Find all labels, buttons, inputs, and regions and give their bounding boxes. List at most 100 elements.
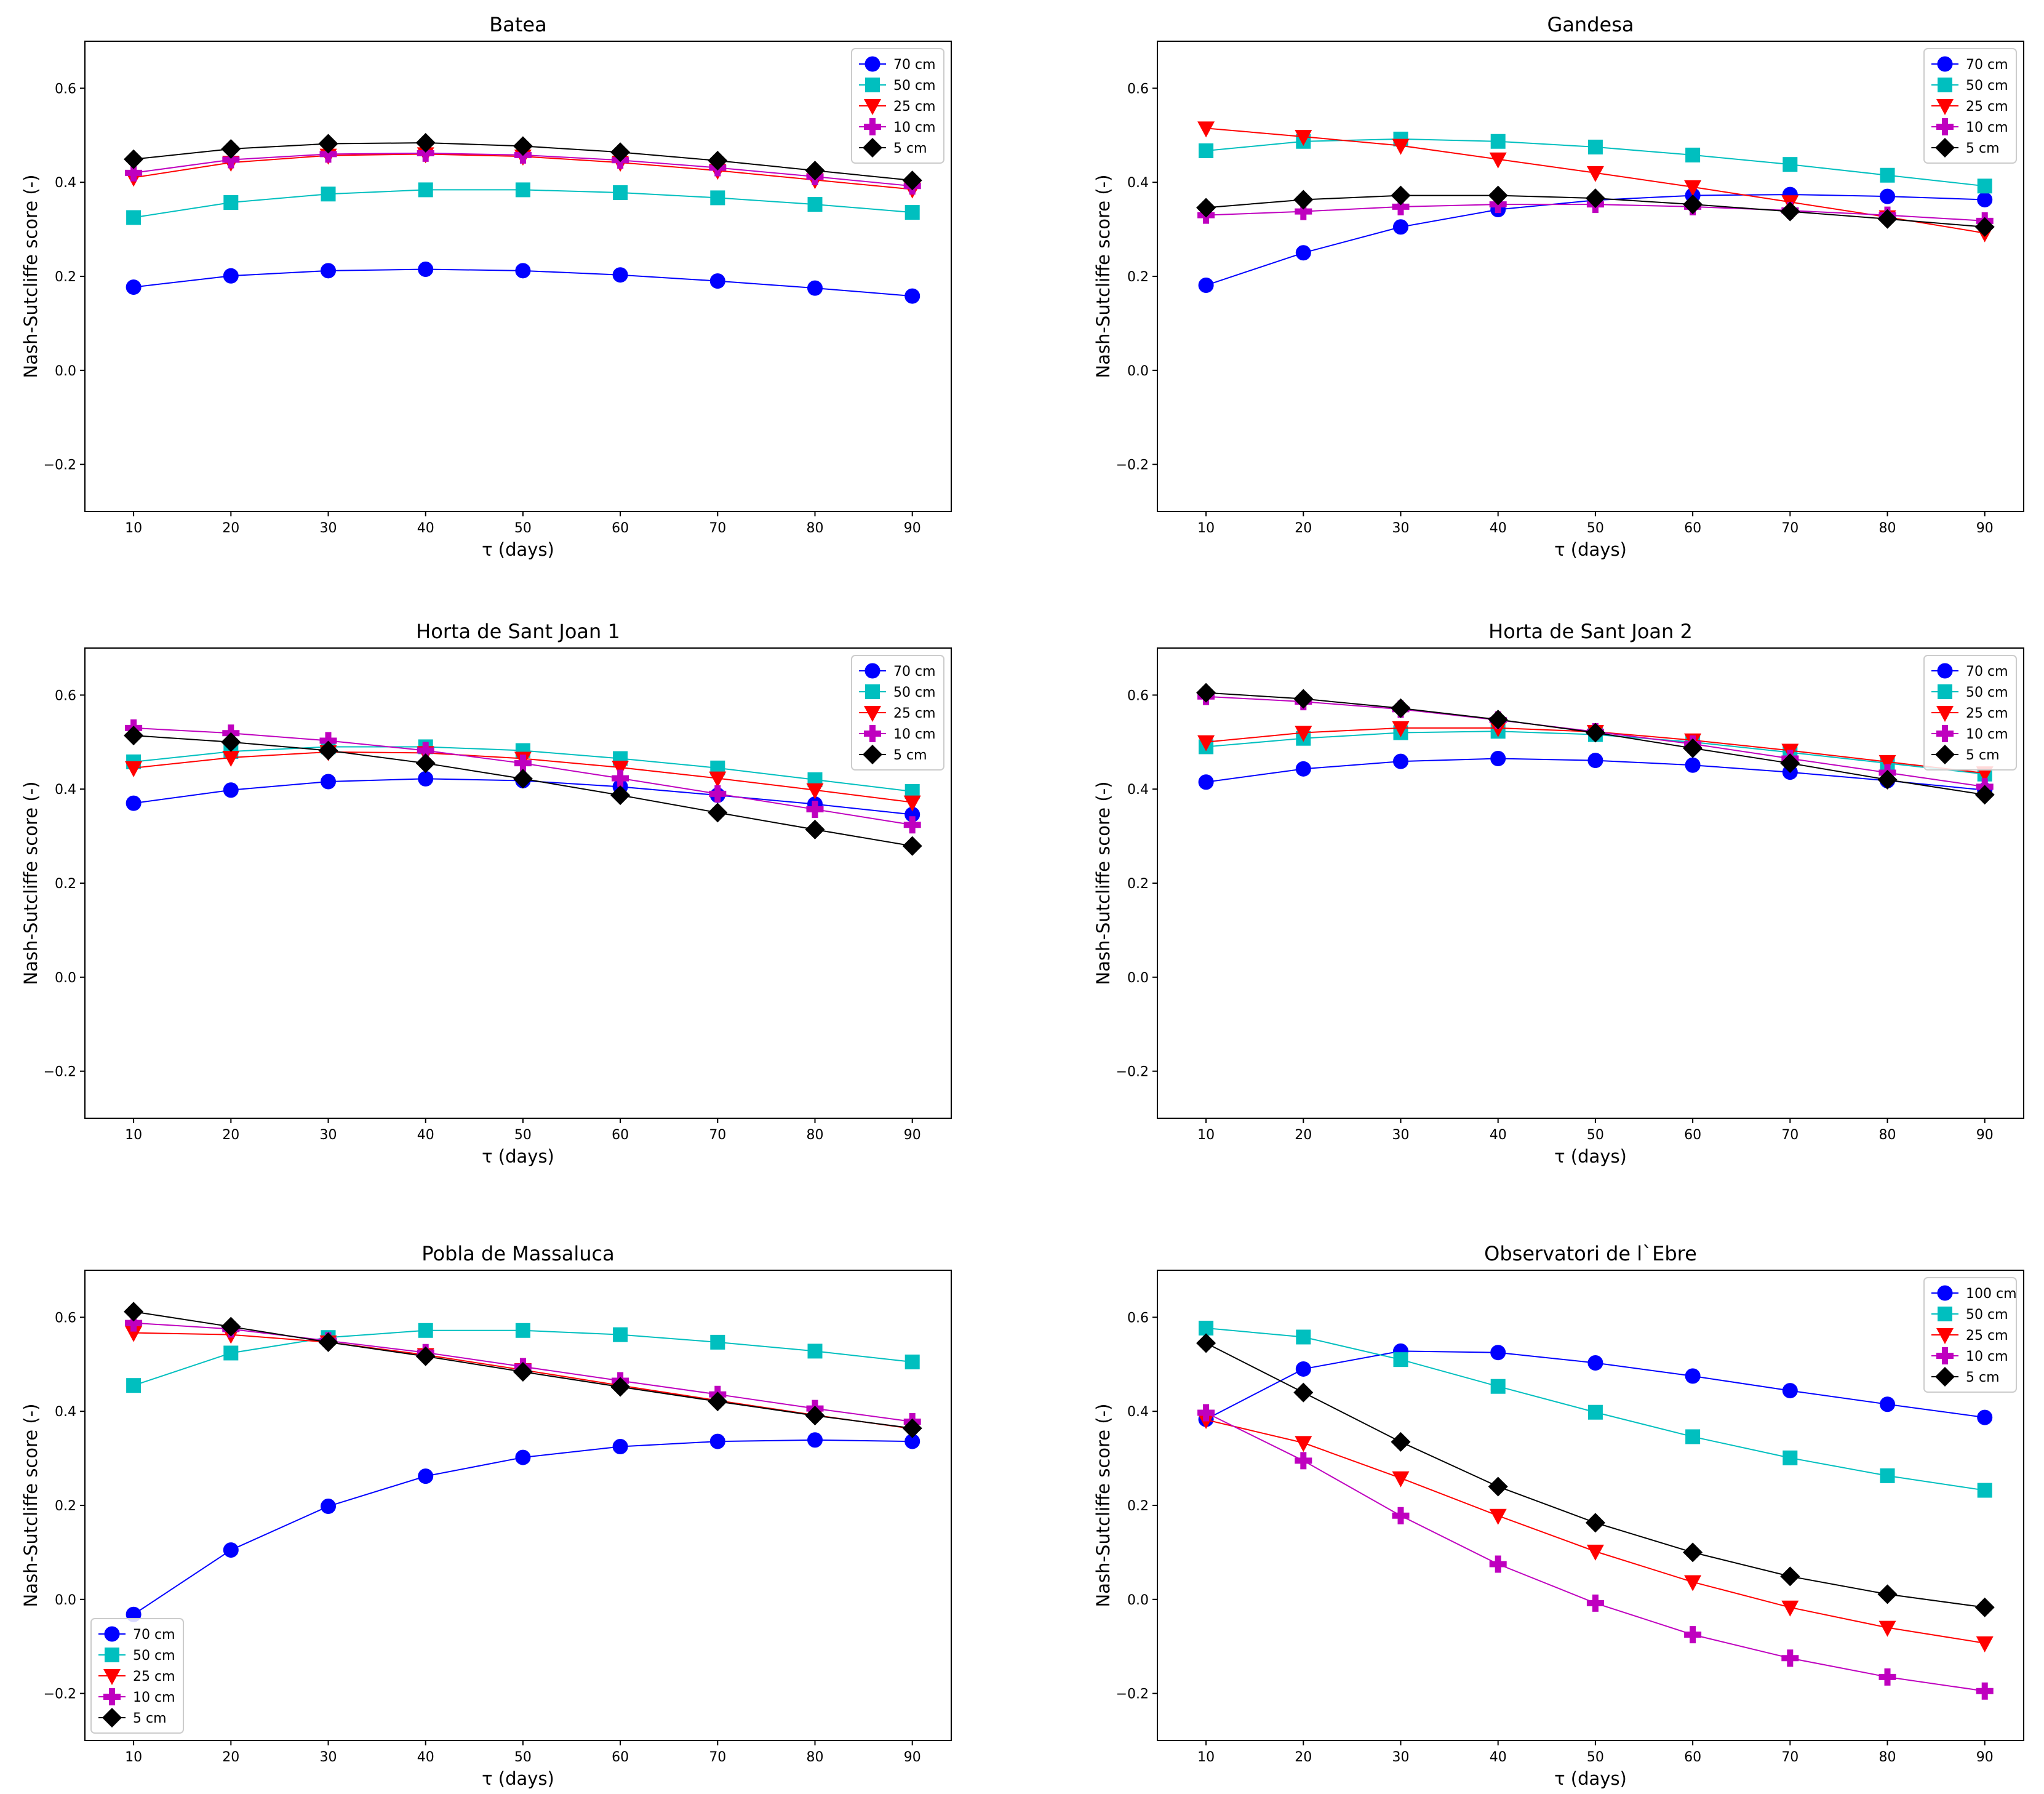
data-point: [1684, 1575, 1702, 1592]
data-point: [318, 134, 338, 154]
y-tick-label: 0.6: [1127, 688, 1149, 703]
series-25-cm: [125, 1326, 921, 1438]
data-point: [613, 1327, 628, 1342]
data-point: [1880, 188, 1896, 204]
data-point: [904, 288, 920, 304]
x-tick-label: 70: [709, 1750, 726, 1765]
data-point: [709, 1433, 725, 1449]
data-point: [1685, 1429, 1701, 1444]
legend-label: 5 cm: [1966, 748, 2000, 763]
data-point: [418, 1323, 433, 1338]
data-point: [1196, 1333, 1216, 1353]
data-point: [125, 761, 143, 777]
data-point: [1585, 188, 1605, 209]
x-tick-label: 30: [320, 521, 337, 536]
data-point: [1490, 134, 1506, 149]
data-point: [807, 280, 823, 296]
x-tick-label: 90: [904, 521, 921, 536]
data-point: [1198, 278, 1214, 294]
legend-marker: [1935, 1367, 1955, 1387]
legend: 70 cm 50 cm 25 cm 10 cm 5 cm: [1923, 655, 2017, 771]
x-tick-label: 50: [514, 521, 532, 536]
axes-frame: [84, 647, 952, 1119]
legend: 70 cm 50 cm 25 cm 10 cm 5 cm: [90, 1618, 184, 1734]
x-axis-label: τ (days): [482, 1768, 554, 1789]
series-25-cm: [1197, 121, 1994, 242]
series-70-cm: [126, 262, 920, 304]
legend-marker: [105, 1648, 119, 1662]
data-point: [1199, 143, 1214, 159]
data-point: [807, 1343, 823, 1359]
y-tick-label: 0.4: [55, 175, 76, 191]
data-point: [1488, 1476, 1508, 1497]
data-point: [319, 145, 337, 163]
legend-label: 10 cm: [1966, 120, 2008, 135]
legend-label: 10 cm: [1966, 727, 2008, 742]
data-point: [223, 782, 239, 798]
data-point: [1392, 138, 1410, 155]
data-point: [125, 164, 143, 182]
data-point: [124, 1302, 144, 1322]
x-axis-label: τ (days): [482, 539, 554, 560]
data-point: [902, 836, 922, 856]
y-tick-label: 0.0: [1127, 1593, 1149, 1608]
data-point: [415, 1346, 436, 1366]
data-point: [902, 1418, 922, 1438]
series-10-cm: [1197, 1404, 1994, 1700]
data-point: [1295, 1361, 1311, 1377]
y-axis-label: Nash-Sutcliffe score (-): [1093, 782, 1114, 985]
legend-label: 70 cm: [893, 57, 936, 73]
data-point: [222, 151, 240, 169]
x-tick-label: 10: [1197, 1127, 1215, 1143]
data-point: [1392, 1507, 1410, 1524]
data-point: [1488, 710, 1508, 730]
data-point: [708, 803, 728, 823]
legend-marker: [104, 1626, 120, 1642]
data-point: [1781, 1600, 1799, 1617]
y-tick-label: 0.0: [55, 971, 76, 986]
chart-panel-batea: Batea 10 20 30 40 50 60 70 80 90 −0.2 0.0 0.2 0.4 0.6 τ…: [20, 13, 952, 560]
data-point: [321, 263, 337, 279]
series-25-cm: [1197, 1412, 1994, 1652]
data-point: [1293, 1382, 1314, 1403]
data-point: [321, 774, 337, 790]
data-point: [709, 273, 725, 289]
data-point: [1391, 698, 1411, 718]
legend-marker: [1937, 663, 1953, 679]
x-tick-label: 50: [1587, 1750, 1604, 1765]
legend-label: 25 cm: [893, 706, 936, 721]
series-50-cm: [1199, 1320, 1992, 1498]
x-tick-label: 80: [807, 521, 824, 536]
x-tick-label: 30: [320, 1750, 337, 1765]
data-point: [1878, 1668, 1896, 1686]
legend-label: 25 cm: [1966, 706, 2008, 721]
legend-label: 70 cm: [893, 664, 936, 679]
data-point: [1877, 1584, 1898, 1604]
y-tick-label: 0.4: [55, 1404, 76, 1420]
data-point: [1586, 1544, 1604, 1561]
y-tick-label: 0.6: [55, 1310, 76, 1326]
chart-panel-observatori-de-l-ebre: Observatori de l`Ebre 10 20 30 40 50 60 70 80 90 −…: [1093, 1242, 2024, 1789]
legend-label: 70 cm: [1966, 57, 2008, 73]
x-tick-label: 40: [1490, 1127, 1507, 1143]
data-point: [708, 151, 728, 171]
x-tick-label: 80: [1879, 521, 1896, 536]
data-point: [610, 142, 631, 162]
data-point: [125, 1314, 143, 1332]
legend-marker: [1935, 138, 1955, 158]
data-point: [415, 753, 436, 774]
data-point: [1296, 1329, 1311, 1345]
data-point: [126, 210, 142, 225]
data-point: [1295, 130, 1312, 146]
y-tick-label: 0.2: [55, 1499, 76, 1514]
legend-marker: [864, 725, 881, 742]
data-point: [223, 1345, 239, 1361]
data-point: [1587, 1355, 1603, 1371]
data-point: [610, 1377, 631, 1397]
data-point: [223, 1542, 239, 1558]
y-tick-label: −0.2: [1116, 1065, 1149, 1080]
x-axis-label: τ (days): [1554, 1146, 1627, 1167]
y-tick-label: 0.2: [55, 270, 76, 285]
data-point: [1490, 751, 1506, 767]
data-point: [1684, 1626, 1702, 1644]
